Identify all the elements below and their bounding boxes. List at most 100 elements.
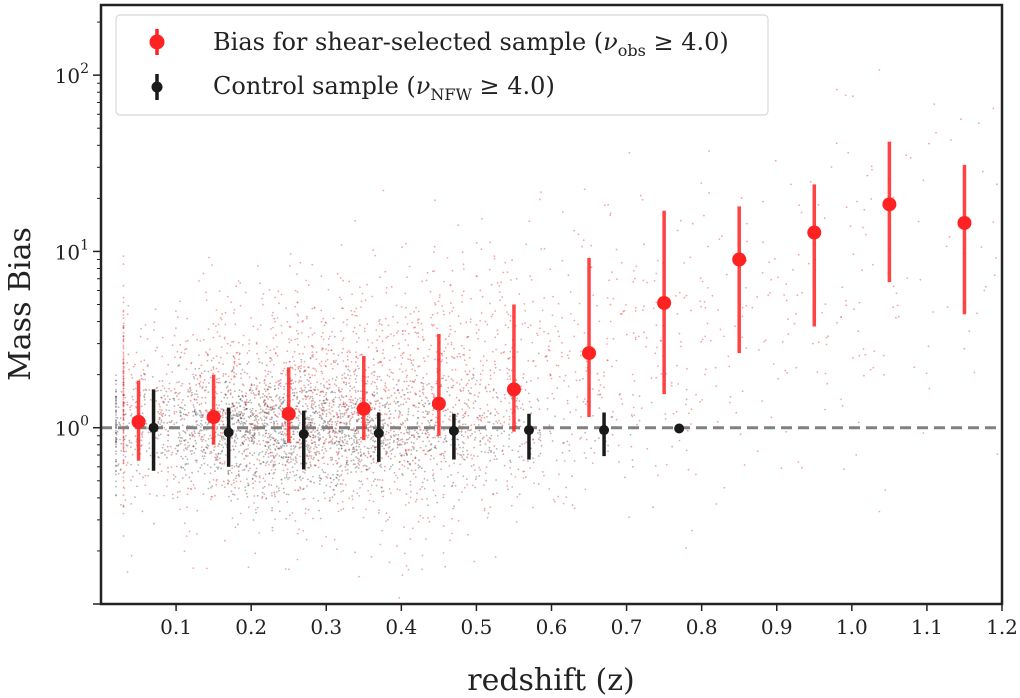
scatter-point-shear xyxy=(537,377,539,380)
scatter-point-shear xyxy=(318,411,321,414)
scatter-point-control xyxy=(262,434,264,437)
scatter-point-shear xyxy=(198,430,201,433)
scatter-point-shear xyxy=(230,370,233,373)
scatter-point-control xyxy=(331,420,334,423)
scatter-point-shear xyxy=(357,336,360,339)
scatter-point-control xyxy=(318,438,321,441)
scatter-point-control xyxy=(392,434,395,436)
scatter-point-control xyxy=(253,436,255,439)
scatter-point-shear xyxy=(456,452,459,455)
scatter-point-shear xyxy=(387,389,390,391)
scatter-point-control xyxy=(236,406,239,409)
scatter-point-control xyxy=(495,448,498,450)
scatter-point-control xyxy=(432,474,434,477)
scatter-point-shear xyxy=(175,411,178,413)
scatter-point-control xyxy=(297,368,300,370)
scatter-point-control xyxy=(327,441,330,444)
scatter-point-shear xyxy=(191,433,194,436)
scatter-point-shear xyxy=(245,455,248,458)
scatter-point-shear xyxy=(777,276,779,279)
scatter-point-control xyxy=(421,403,424,406)
scatter-point-shear xyxy=(414,393,417,396)
scatter-point-control xyxy=(115,480,117,483)
scatter-point-control xyxy=(275,442,278,444)
scatter-point-shear xyxy=(549,430,551,433)
scatter-point-control xyxy=(312,418,314,420)
scatter-point-control xyxy=(223,463,226,465)
scatter-point-shear xyxy=(312,353,314,356)
scatter-point-control xyxy=(355,440,358,443)
scatter-point-control xyxy=(278,407,280,410)
scatter-point-shear xyxy=(160,414,163,417)
scatter-point-control xyxy=(252,427,255,430)
scatter-point-control xyxy=(378,402,381,405)
scatter-point-control xyxy=(163,421,165,424)
scatter-point-shear xyxy=(399,403,402,406)
scatter-point-shear xyxy=(583,188,586,191)
scatter-point-control xyxy=(338,409,341,412)
scatter-point-shear xyxy=(411,368,414,371)
scatter-point-control xyxy=(222,375,225,377)
scatter-point-control xyxy=(417,410,419,413)
scatter-point-shear xyxy=(192,334,195,336)
scatter-point-shear xyxy=(473,455,475,457)
scatter-point-shear xyxy=(286,468,289,471)
scatter-point-shear xyxy=(309,382,312,385)
scatter-point-shear xyxy=(335,459,337,462)
scatter-point-control xyxy=(408,436,411,439)
scatter-point-shear xyxy=(303,497,306,500)
scatter-point-shear xyxy=(381,340,384,343)
scatter-point-control xyxy=(276,423,279,425)
scatter-point-shear xyxy=(325,322,327,324)
scatter-point-control xyxy=(253,419,256,422)
scatter-point-shear xyxy=(315,451,317,454)
scatter-point-control xyxy=(430,443,433,446)
scatter-point-shear xyxy=(393,417,395,419)
scatter-point-control xyxy=(200,426,202,428)
scatter-point-shear xyxy=(360,441,363,443)
scatter-point-control xyxy=(475,476,478,478)
scatter-point-control xyxy=(323,386,326,389)
scatter-point-shear xyxy=(306,396,309,398)
scatter-point-control xyxy=(189,389,192,391)
scatter-point-shear xyxy=(366,477,369,480)
scatter-point-control xyxy=(385,403,387,406)
scatter-point-control xyxy=(274,430,277,433)
scatter-point-control xyxy=(194,439,197,442)
scatter-point-shear xyxy=(660,339,662,342)
scatter-point-control xyxy=(308,416,310,419)
scatter-point-control xyxy=(156,386,159,389)
scatter-point-control xyxy=(118,421,120,424)
x-tick-label: 0.4 xyxy=(385,615,417,639)
scatter-point-control xyxy=(232,368,234,371)
scatter-point-control xyxy=(143,395,146,397)
scatter-point-control xyxy=(314,441,316,444)
scatter-point-shear xyxy=(417,332,420,334)
scatter-point-control xyxy=(460,378,463,381)
scatter-point-shear xyxy=(270,398,273,401)
scatter-point-shear xyxy=(895,292,898,295)
scatter-point-shear xyxy=(452,356,455,359)
scatter-point-control xyxy=(250,436,252,439)
scatter-point-control xyxy=(245,430,248,433)
scatter-point-shear xyxy=(575,409,577,411)
scatter-point-shear xyxy=(570,313,572,315)
scatter-point-control xyxy=(322,422,325,425)
scatter-point-shear xyxy=(683,262,686,264)
scatter-point-shear xyxy=(463,354,466,356)
scatter-point-shear xyxy=(516,495,519,498)
scatter-point-shear xyxy=(400,363,403,365)
scatter-point-control xyxy=(334,442,336,444)
scatter-point-shear xyxy=(528,400,531,403)
scatter-point-control xyxy=(370,417,373,420)
scatter-point-control xyxy=(297,419,300,422)
scatter-point-shear xyxy=(425,432,427,435)
scatter-point-shear xyxy=(621,403,624,405)
scatter-point-shear xyxy=(140,327,143,330)
scatter-point-control xyxy=(231,402,234,404)
scatter-point-shear xyxy=(305,279,308,282)
scatter-point-control xyxy=(334,379,337,382)
scatter-point-control xyxy=(314,443,317,446)
scatter-point-control xyxy=(340,444,342,447)
scatter-point-control xyxy=(321,446,324,448)
